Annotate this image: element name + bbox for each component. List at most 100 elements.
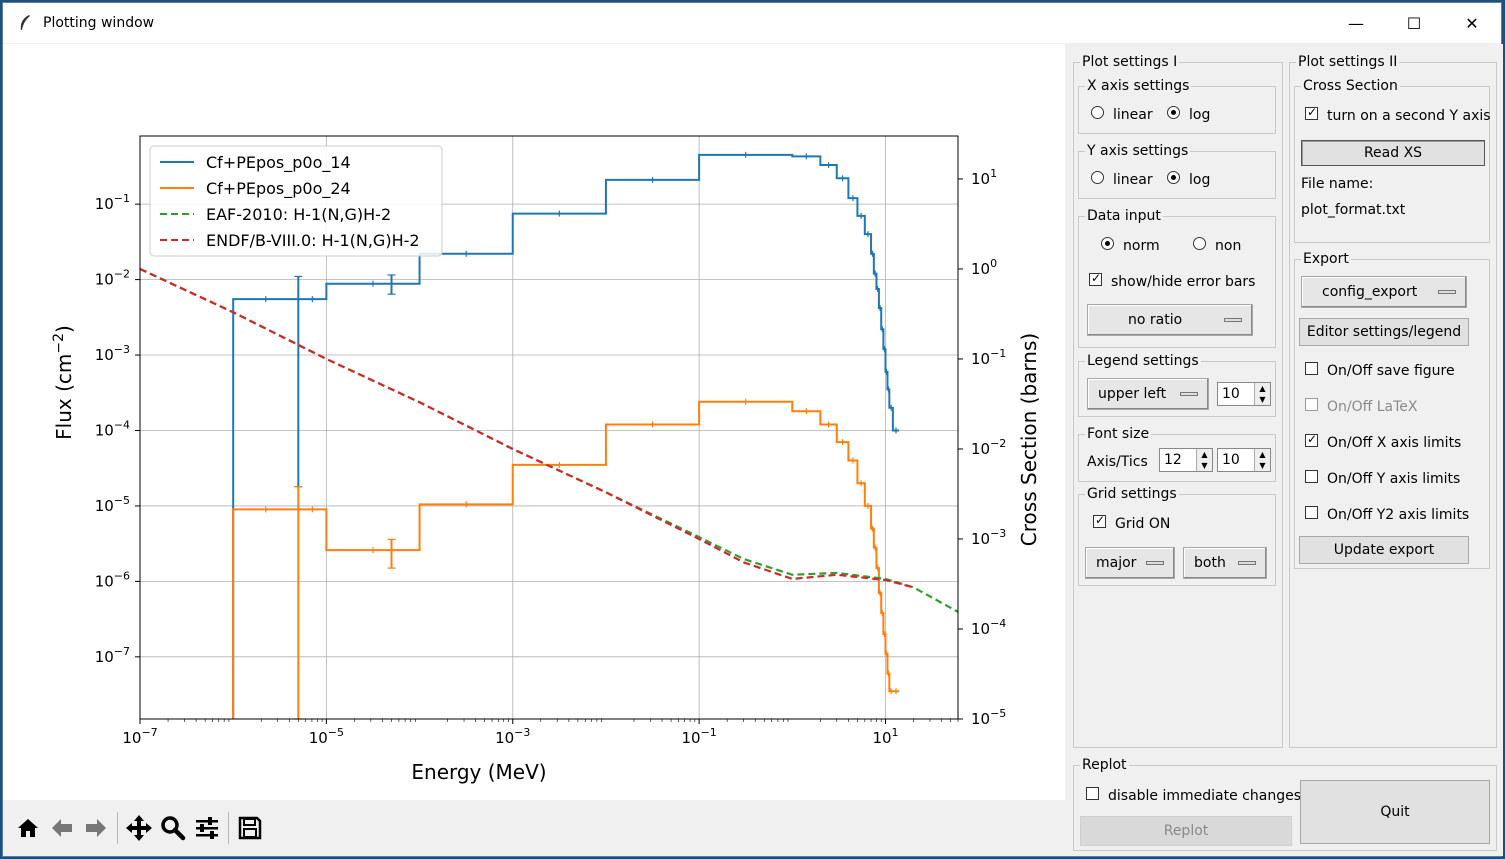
- y2-tick-label: 10−4: [971, 617, 1006, 638]
- pan-button[interactable]: [122, 811, 156, 845]
- grid-on-checkbox[interactable]: [1093, 513, 1106, 528]
- replot-button[interactable]: Replot: [1080, 816, 1292, 846]
- legend-entry: Cf+PEpos_p0o_14: [206, 153, 351, 173]
- plot-settings-2-title: Plot settings II: [1296, 54, 1400, 70]
- toolbar-separator: [117, 812, 118, 844]
- back-button[interactable]: [45, 811, 79, 845]
- grid-axis-value: both: [1194, 555, 1226, 571]
- plot-settings-1: Plot settings I X axis settings linear l…: [1073, 54, 1283, 748]
- norm-label: norm: [1123, 238, 1160, 254]
- y-log-radio[interactable]: [1167, 171, 1180, 184]
- x-limits-label: On/Off X axis limits: [1327, 435, 1462, 451]
- ratio-value: no ratio: [1128, 312, 1183, 328]
- grid-which-dropdown[interactable]: major: [1085, 547, 1175, 579]
- legend-entry: ENDF/B-VIII.0: H-1(N,G)H-2: [206, 231, 420, 250]
- close-button[interactable]: ✕: [1465, 13, 1479, 33]
- legend-size-spinbox[interactable]: 10 ▲ ▼: [1217, 382, 1271, 406]
- plot-settings-1-title: Plot settings I: [1080, 54, 1180, 70]
- forward-button[interactable]: [79, 811, 113, 845]
- read-xs-button[interactable]: Read XS: [1301, 140, 1485, 166]
- second-y-checkbox[interactable]: [1305, 105, 1318, 120]
- file-name-value: plot_format.txt: [1301, 202, 1406, 218]
- grid-on-label: Grid ON: [1115, 516, 1171, 532]
- save-icon: [238, 816, 262, 840]
- error-bars-checkbox[interactable]: [1089, 271, 1102, 286]
- axis-font-value: 12: [1164, 452, 1182, 468]
- legend-position-value: upper left: [1098, 386, 1167, 402]
- zoom-icon: [161, 816, 186, 841]
- x-linear-radio[interactable]: [1091, 106, 1104, 119]
- y-tick-label: 10−2: [95, 268, 130, 289]
- axis-tics-label: Axis/Tics: [1087, 454, 1148, 470]
- font-size-settings: Font size Axis/Tics 12 ▲ ▼ 10 ▲ ▼: [1078, 426, 1276, 482]
- legend-box: [149, 145, 443, 257]
- chart: 10−7 10−5 10−3 10−1 101 10−7 10−6 10−5 10−4 10−3 1…: [51, 135, 1041, 784]
- update-export-button[interactable]: Update export: [1299, 536, 1469, 564]
- latex-label: On/Off LaTeX: [1327, 399, 1418, 415]
- non-radio[interactable]: [1193, 237, 1206, 250]
- configure-subplots-icon: [196, 817, 218, 839]
- x-log-label: log: [1189, 107, 1211, 123]
- grid-settings: Grid settings Grid ON major both: [1078, 486, 1276, 586]
- replot-settings: Replot disable immediate changes Replot …: [1073, 757, 1497, 851]
- tics-font-value: 10: [1222, 452, 1240, 468]
- zoom-button[interactable]: [156, 811, 190, 845]
- y2-tick-label: 10−2: [971, 437, 1006, 458]
- font-size-title: Font size: [1085, 426, 1152, 442]
- quit-button[interactable]: Quit: [1300, 780, 1490, 844]
- save-button[interactable]: [233, 811, 267, 845]
- file-name-label: File name:: [1301, 176, 1374, 192]
- legend-position-dropdown[interactable]: upper left: [1087, 378, 1209, 410]
- minimize-button[interactable]: —: [1348, 13, 1364, 33]
- home-icon: [18, 819, 38, 837]
- x-log-radio[interactable]: [1167, 106, 1180, 119]
- plot-settings-2: Plot settings II Cross Section turn on a…: [1289, 54, 1497, 748]
- save-figure-checkbox[interactable]: [1305, 362, 1318, 375]
- spin-arrows-icon[interactable]: ▲ ▼: [1196, 449, 1212, 471]
- x-limits-checkbox[interactable]: [1305, 432, 1318, 447]
- x-tick-label: 10−7: [122, 726, 157, 747]
- tics-font-spinbox[interactable]: 10 ▲ ▼: [1217, 448, 1271, 472]
- x-tick-label: 10−1: [681, 726, 716, 747]
- y-tick-label: 10−3: [95, 343, 130, 364]
- plot-canvas[interactable]: 10−7 10−5 10−3 10−1 101 10−7 10−6 10−5 10−4 10−3 1…: [3, 44, 1065, 800]
- cross-section-settings: Cross Section turn on a second Y axis Re…: [1294, 78, 1491, 243]
- editor-settings-button[interactable]: Editor settings/legend: [1299, 318, 1469, 346]
- grid-settings-title: Grid settings: [1085, 486, 1179, 502]
- export-settings: Export config_export Editor settings/leg…: [1294, 251, 1490, 569]
- y-tick-label: 10−4: [95, 418, 130, 439]
- title-bar: Plotting window — ☐ ✕: [3, 3, 1501, 43]
- axis-font-spinbox[interactable]: 12 ▲ ▼: [1159, 448, 1213, 472]
- legend-settings-title: Legend settings: [1085, 353, 1201, 369]
- disable-changes-checkbox[interactable]: [1086, 787, 1099, 800]
- legend-entry: EAF-2010: H-1(N,G)H-2: [206, 205, 391, 224]
- y2-tick-label: 10−3: [971, 527, 1006, 548]
- spin-arrows-icon[interactable]: ▲ ▼: [1254, 383, 1270, 405]
- y-limits-label: On/Off Y axis limits: [1327, 471, 1461, 487]
- maximize-button[interactable]: ☐: [1406, 13, 1422, 33]
- replot-title: Replot: [1080, 757, 1129, 773]
- ratio-dropdown[interactable]: no ratio: [1087, 304, 1253, 336]
- y-axis-settings: Y axis settings linear log: [1078, 143, 1276, 199]
- legend-entry: Cf+PEpos_p0o_24: [206, 179, 351, 199]
- forward-icon: [86, 819, 106, 837]
- latex-checkbox[interactable]: [1305, 398, 1318, 411]
- config-export-value: config_export: [1322, 284, 1418, 300]
- axes-frame: [139, 135, 959, 720]
- norm-radio[interactable]: [1101, 237, 1114, 250]
- y2-tick-label: 101: [971, 167, 997, 188]
- data-input-title: Data input: [1085, 208, 1163, 224]
- pan-icon: [126, 815, 152, 841]
- x-tick-label: 10−5: [309, 726, 344, 747]
- config-export-dropdown[interactable]: config_export: [1301, 276, 1467, 308]
- grid-axis-dropdown[interactable]: both: [1183, 547, 1267, 579]
- y-linear-radio[interactable]: [1091, 171, 1104, 184]
- y2-limits-checkbox[interactable]: [1305, 506, 1318, 519]
- y-limits-checkbox[interactable]: [1305, 470, 1318, 483]
- configure-subplots-button[interactable]: [190, 811, 224, 845]
- x-axis-label: Energy (MeV): [411, 760, 546, 784]
- window-title: Plotting window: [43, 15, 155, 31]
- spin-arrows-icon[interactable]: ▲ ▼: [1254, 449, 1270, 471]
- y2-axis-label: Cross Section (barns): [1017, 333, 1041, 546]
- home-button[interactable]: [11, 811, 45, 845]
